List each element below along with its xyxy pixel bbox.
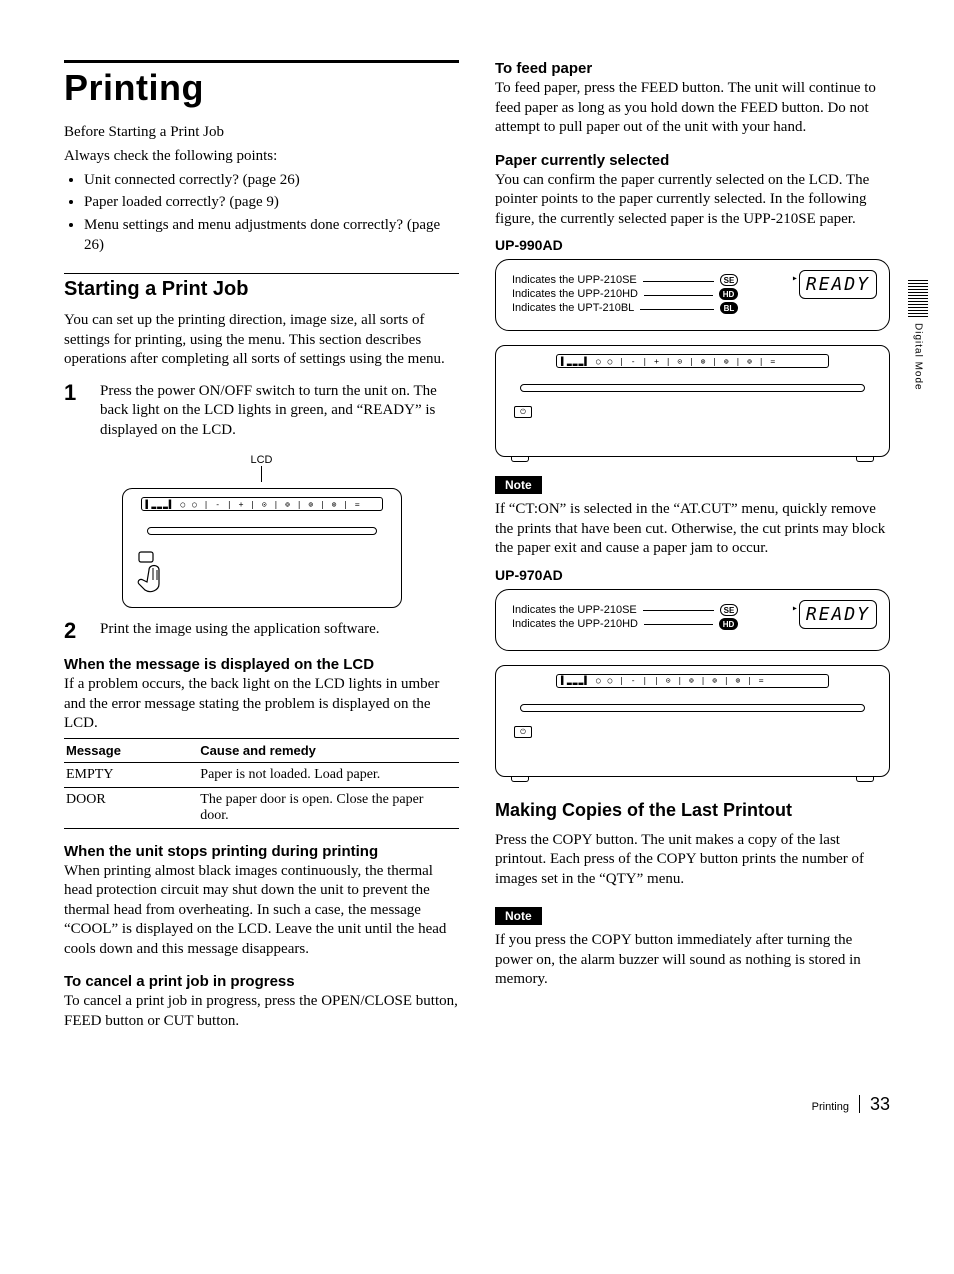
printer-diagram-990: ▌▂▂▂▌ ○ ○ | - | + | ⊙ | ⊚ | ⊚ | ⊚ | = ⏻ [495,345,890,457]
indicator-row: Indicates the UPP-210HD HD [512,288,738,300]
table-cell: The paper door is open. Close the paper … [198,787,459,828]
intro-line-1: Before Starting a Print Job [64,123,459,143]
lcd-strip: ▌▂▂▂▌ ○ ○ | - | + | ⊙ | ⊚ | ⊚ | ⊚ | = [556,354,829,368]
step-1-body: Press the power ON/OFF switch to turn th… [100,382,459,441]
intro-bullet: Paper loaded correctly? (page 9) [84,192,459,212]
table-cell: DOOR [64,787,198,828]
table-cell: Paper is not loaded. Load paper. [198,762,459,787]
title-rule [64,60,459,63]
note-1-para: If “CT:ON” is selected in the “AT.CUT” m… [495,500,890,559]
indicator-label: Indicates the UPT-210BL [512,302,634,314]
sub-stop-para: When printing almost black images contin… [64,862,459,960]
note-badge: Note [495,907,542,925]
paper-slot-icon [520,704,865,712]
indicator-row: Indicates the UPP-210SE SE [512,604,738,616]
ready-text: READY [806,274,870,295]
chip-hd-icon: HD [719,618,739,630]
table-cell: EMPTY [64,762,198,787]
footer-right: Printing 33 [812,1095,890,1113]
footer-section-label: Printing [812,1101,849,1113]
intro-bullet: Menu settings and menu adjustments done … [84,215,459,256]
chip-hd-icon: HD [719,288,739,300]
right-column: To feed paper To feed paper, press the F… [495,60,890,1035]
section-rule [64,273,459,274]
table-row: DOOR The paper door is open. Close the p… [64,787,459,828]
sub-feed-para: To feed paper, press the FEED button. Th… [495,79,890,138]
table-col-cause: Cause and remedy [198,738,459,762]
footer-page-number: 33 [859,1095,890,1113]
chip-se-icon: SE [720,274,739,286]
chip-se-icon: SE [720,604,739,616]
printer-diagram-970: ▌▂▂▂▌ ○ ○ | - | | ⊙ | ⊚ | ⊚ | ⊚ | = ⏻ [495,665,890,777]
side-tab-label: Digital Mode [913,323,924,391]
indicator-label: Indicates the UPP-210HD [512,618,638,630]
page-footer: Printing 33 [64,1083,890,1113]
subhead-paper-selected: Paper currently selected [495,152,890,169]
pointer-line-icon [261,466,262,482]
chip-bl-icon: BL [720,302,739,314]
ready-display: ▸ READY [799,270,877,299]
sub-msg-para: If a problem occurs, the back light on t… [64,675,459,734]
model-990-label: UP-990AD [495,237,890,253]
printer-diagram: ▌▂▂▂▌ ○ ○ | - | + | ⊙ | ⊚ | ⊚ | ⊚ | = [122,488,402,608]
subhead-feed: To feed paper [495,60,890,77]
paper-slot-icon [147,527,377,535]
lcd-label: LCD [122,454,402,466]
note-2-para: If you press the COPY button immediately… [495,931,890,990]
step-2: 2 Print the image using the application … [64,620,459,642]
ready-display: ▸ READY [799,600,877,629]
left-column: Printing Before Starting a Print Job Alw… [64,60,459,1035]
diagram-990-lcd: ▸ READY Indicates the UPP-210SE SE Indic… [495,259,890,331]
ready-text: READY [806,604,870,625]
side-tab: Digital Mode [900,280,936,391]
table-row: EMPTY Paper is not loaded. Load paper. [64,762,459,787]
page-title: Printing [64,67,459,109]
indicator-row: Indicates the UPT-210BL BL [512,302,738,314]
lcd-strip: ▌▂▂▂▌ ○ ○ | - | + | ⊙ | ⊚ | ⊚ | ⊚ | = [141,497,383,511]
step-2-body: Print the image using the application so… [100,620,459,642]
model-970-label: UP-970AD [495,567,890,583]
note-badge: Note [495,476,542,494]
table-col-message: Message [64,738,198,762]
tab-lines-icon [908,280,928,319]
sub-cancel-para: To cancel a print job in progress, press… [64,992,459,1031]
step-1: 1 Press the power ON/OFF switch to turn … [64,382,459,441]
two-column-layout: Printing Before Starting a Print Job Alw… [64,60,890,1035]
hand-icon [133,550,179,601]
indicator-label: Indicates the UPP-210SE [512,604,637,616]
intro-bullet: Unit connected correctly? (page 26) [84,170,459,190]
paper-slot-icon [520,384,865,392]
subhead-stops-printing: When the unit stops printing during prin… [64,843,459,860]
indicator-row: Indicates the UPP-210HD HD [512,618,738,630]
section-heading-start: Starting a Print Job [64,278,459,301]
intro-line-2: Always check the following points: [64,147,459,167]
sub-paper-para: You can confirm the paper currently sele… [495,171,890,230]
power-button-icon: ⏻ [514,406,532,418]
step-2-number: 2 [64,620,84,642]
power-button-icon: ⏻ [514,726,532,738]
lcd-strip: ▌▂▂▂▌ ○ ○ | - | | ⊙ | ⊚ | ⊚ | ⊚ | = [556,674,829,688]
indicator-label: Indicates the UPP-210SE [512,274,637,286]
step-1-number: 1 [64,382,84,441]
diagram-970-lcd: ▸ READY Indicates the UPP-210SE SE Indic… [495,589,890,651]
page: Digital Mode Printing Before Starting a … [0,0,954,1153]
section-heading-copies: Making Copies of the Last Printout [495,800,890,821]
section-start-para: You can set up the printing direction, i… [64,311,459,370]
section-copies-para: Press the COPY button. The unit makes a … [495,831,890,890]
intro-bullets: Unit connected correctly? (page 26) Pape… [64,170,459,255]
table-header-row: Message Cause and remedy [64,738,459,762]
indicator-label: Indicates the UPP-210HD [512,288,638,300]
subhead-message-lcd: When the message is displayed on the LCD [64,656,459,673]
figure-printer-left: LCD ▌▂▂▂▌ ○ ○ | - | + | ⊙ | ⊚ | ⊚ | ⊚ | … [122,454,402,608]
indicator-row: Indicates the UPP-210SE SE [512,274,738,286]
message-table: Message Cause and remedy EMPTY Paper is … [64,738,459,829]
subhead-cancel: To cancel a print job in progress [64,973,459,990]
